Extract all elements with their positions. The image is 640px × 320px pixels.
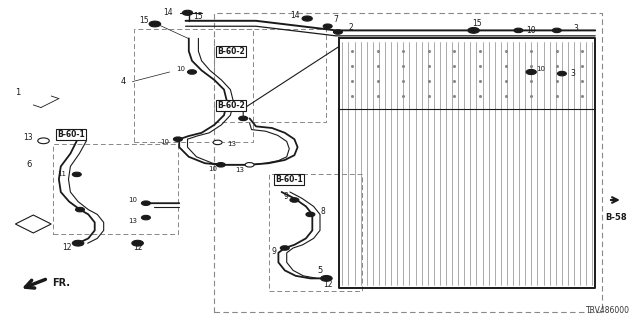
Text: 5: 5 [317, 266, 323, 275]
Circle shape [333, 30, 342, 34]
Text: B-60-2: B-60-2 [218, 47, 245, 56]
Text: 1: 1 [15, 88, 20, 97]
Circle shape [245, 163, 254, 167]
Circle shape [76, 207, 84, 212]
Text: 6: 6 [26, 160, 31, 169]
Bar [214, 29, 326, 122]
Circle shape [321, 276, 332, 281]
Text: B-60-1: B-60-1 [58, 130, 85, 139]
Text: 3: 3 [570, 69, 575, 78]
Circle shape [557, 71, 566, 76]
Text: 12: 12 [63, 244, 72, 252]
Text: 10: 10 [161, 140, 170, 145]
Circle shape [72, 240, 84, 246]
Text: 2: 2 [348, 23, 353, 32]
Text: B-60-1: B-60-1 [275, 175, 303, 184]
Circle shape [239, 116, 248, 121]
Circle shape [188, 70, 196, 74]
Bar [134, 29, 253, 142]
Text: 14: 14 [163, 8, 173, 17]
Circle shape [149, 21, 161, 27]
Text: 10: 10 [177, 66, 186, 72]
Circle shape [173, 137, 182, 141]
Text: 14: 14 [290, 11, 300, 20]
Circle shape [182, 10, 193, 15]
Text: TRV486000: TRV486000 [586, 306, 630, 315]
Circle shape [216, 163, 225, 167]
Text: 7: 7 [333, 15, 338, 24]
Circle shape [72, 172, 81, 177]
Text: 10: 10 [209, 166, 218, 172]
Polygon shape [15, 215, 51, 233]
Text: B-58: B-58 [605, 213, 627, 222]
Circle shape [526, 69, 536, 75]
Circle shape [552, 28, 561, 33]
Text: 4: 4 [121, 77, 126, 86]
Circle shape [468, 28, 479, 33]
Circle shape [323, 24, 332, 28]
Circle shape [141, 201, 150, 205]
Text: 13: 13 [227, 141, 236, 147]
Text: 11: 11 [57, 172, 66, 177]
Text: 15: 15 [139, 16, 148, 25]
Text: 13: 13 [236, 167, 244, 172]
Text: 12: 12 [133, 244, 142, 252]
Text: 10: 10 [526, 26, 536, 35]
Text: 10: 10 [536, 66, 545, 72]
Text: 9: 9 [271, 247, 276, 256]
Bar [269, 174, 362, 291]
Circle shape [141, 215, 150, 220]
Text: 8: 8 [321, 207, 326, 216]
Circle shape [514, 28, 523, 33]
Text: 3: 3 [573, 24, 579, 33]
Text: 12: 12 [323, 280, 332, 289]
Text: FR.: FR. [52, 278, 70, 288]
Circle shape [280, 246, 289, 250]
Circle shape [302, 16, 312, 21]
Circle shape [290, 198, 299, 202]
Text: 13: 13 [129, 218, 138, 224]
Circle shape [306, 212, 315, 217]
Text: 15: 15 [193, 12, 204, 21]
Text: 9: 9 [283, 192, 288, 201]
Circle shape [213, 140, 222, 145]
Bar [53, 144, 178, 234]
Text: B-60-2: B-60-2 [218, 101, 245, 110]
Circle shape [38, 138, 49, 144]
Text: 10: 10 [129, 197, 138, 203]
Circle shape [132, 240, 143, 246]
Text: 15: 15 [472, 19, 482, 28]
Bar [214, 13, 602, 312]
Text: 13: 13 [24, 133, 33, 142]
